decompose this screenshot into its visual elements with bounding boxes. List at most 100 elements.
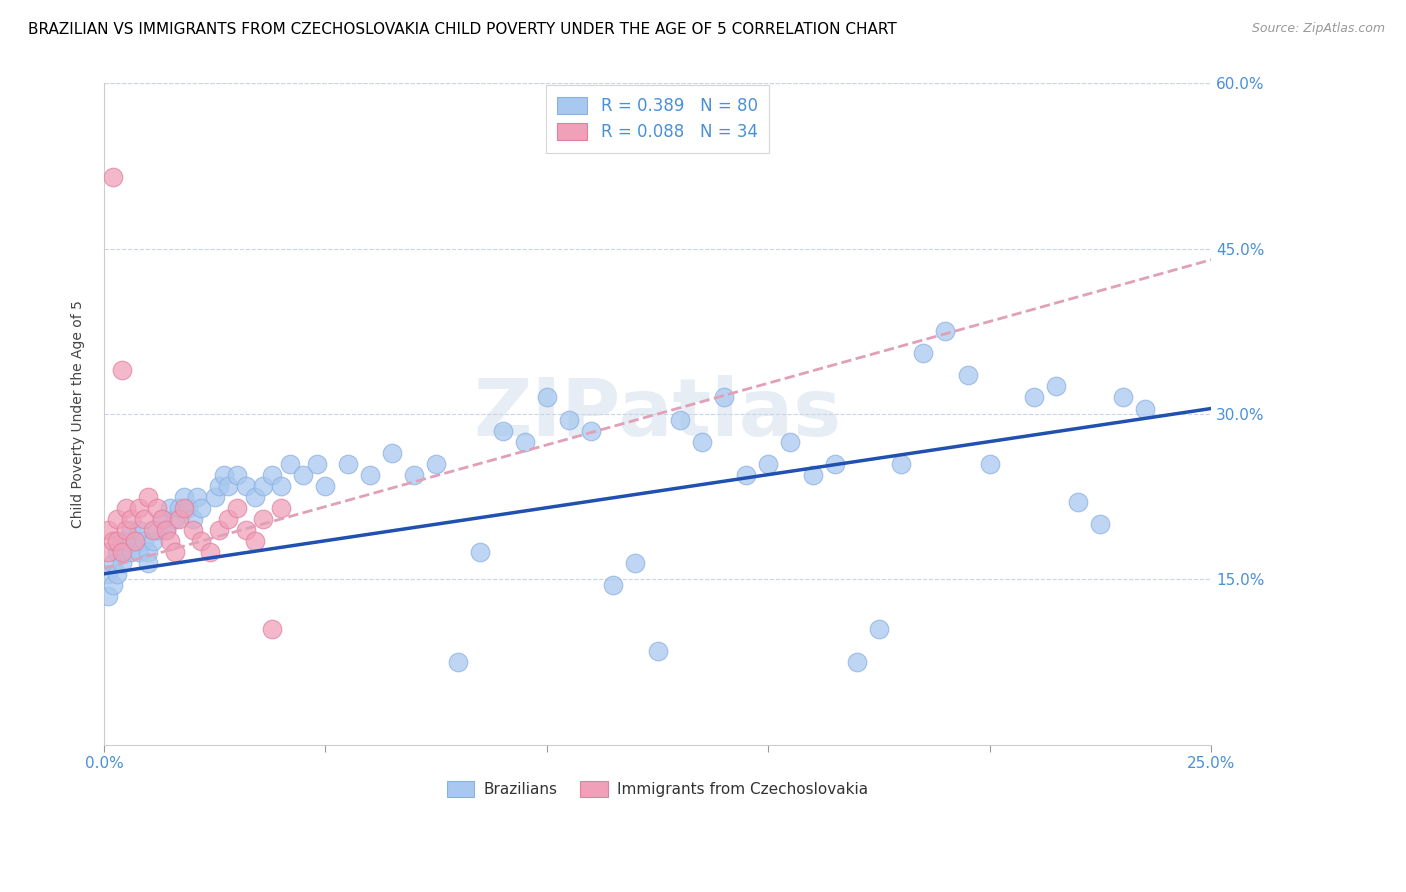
Point [124,533,146,548]
Point [1022,391,1045,405]
Point [146,500,169,515]
Point [120,523,142,537]
Point [150,512,173,526]
Point [447,655,470,669]
Point [690,434,713,449]
Point [217,512,239,526]
Point [824,457,846,471]
Point [779,434,801,449]
Point [159,500,181,515]
Point [111,556,134,570]
Point [1067,495,1090,509]
Point [868,622,890,636]
Point [155,523,177,537]
Point [624,556,647,570]
Point [890,457,912,471]
Point [128,500,150,515]
Point [292,467,315,482]
Point [186,490,208,504]
Point [150,512,173,526]
Point [115,523,138,537]
Text: ZIPatlas: ZIPatlas [474,375,842,453]
Point [1045,379,1067,393]
Point [217,478,239,492]
Point [97,589,120,603]
Point [305,457,328,471]
Point [668,412,690,426]
Point [262,467,284,482]
Point [111,545,134,559]
Point [235,478,257,492]
Point [115,500,138,515]
Point [470,545,492,559]
Text: BRAZILIAN VS IMMIGRANTS FROM CZECHOSLOVAKIA CHILD POVERTY UNDER THE AGE OF 5 COR: BRAZILIAN VS IMMIGRANTS FROM CZECHOSLOVA… [28,22,897,37]
Text: Source: ZipAtlas.com: Source: ZipAtlas.com [1251,22,1385,36]
Point [212,467,235,482]
Point [142,523,165,537]
Point [204,490,226,504]
Point [513,434,536,449]
Point [225,500,247,515]
Point [956,368,979,383]
Point [101,578,124,592]
Point [159,533,181,548]
Point [208,523,231,537]
Point [181,523,204,537]
Point [579,424,602,438]
Point [262,622,284,636]
Point [1133,401,1156,416]
Point [155,523,177,537]
Point [101,533,124,548]
Point [278,457,301,471]
Point [845,655,868,669]
Point [1111,391,1133,405]
Point [252,478,274,492]
Point [602,578,624,592]
Point [801,467,824,482]
Point [225,467,247,482]
Point [97,566,120,581]
Point [105,533,128,548]
Point [142,533,165,548]
Point [243,533,266,548]
Point [128,523,150,537]
Point [647,644,669,658]
Point [359,467,381,482]
Point [97,545,120,559]
Point [536,391,558,405]
Point [208,478,231,492]
Point [934,324,956,338]
Point [111,533,134,548]
Point [169,512,191,526]
Point [252,512,274,526]
Point [979,457,1001,471]
Point [425,457,447,471]
Point [491,424,513,438]
Point [402,467,425,482]
Point [132,512,155,526]
Point [163,512,186,526]
Point [136,545,159,559]
Point [111,363,134,377]
Point [105,566,128,581]
Point [1090,517,1112,532]
Point [101,556,124,570]
Point [169,500,191,515]
Point [105,512,128,526]
Point [124,533,146,548]
Legend: Brazilians, Immigrants from Czechoslovakia: Brazilians, Immigrants from Czechoslovak… [440,775,875,803]
Point [200,545,222,559]
Point [756,457,779,471]
Point [120,512,142,526]
Y-axis label: Child Poverty Under the Age of 5: Child Poverty Under the Age of 5 [72,300,86,528]
Point [181,512,204,526]
Point [336,457,359,471]
Point [146,523,169,537]
Point [735,467,758,482]
Point [163,545,186,559]
Point [558,412,581,426]
Point [136,490,159,504]
Point [173,500,195,515]
Point [713,391,735,405]
Point [120,545,142,559]
